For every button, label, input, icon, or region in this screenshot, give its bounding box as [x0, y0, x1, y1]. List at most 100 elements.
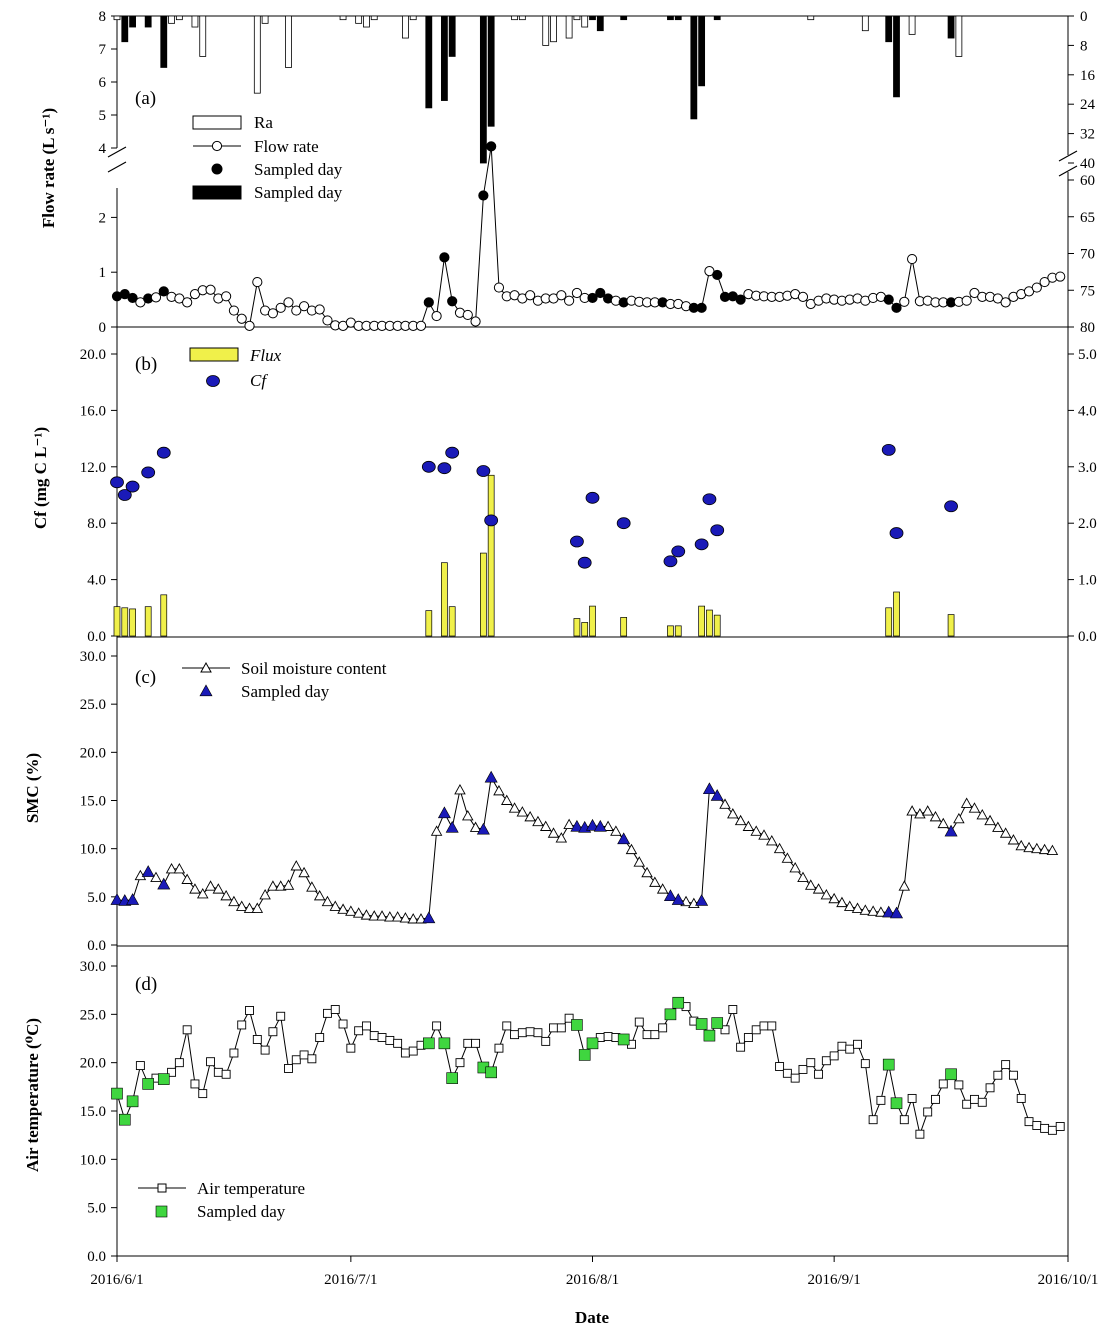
- temp-sampled-point: [945, 1068, 957, 1081]
- smc-point: [734, 814, 747, 826]
- right-tick-label: 16: [1080, 68, 1096, 84]
- temp-point: [432, 1021, 442, 1031]
- smc-point: [539, 820, 552, 831]
- temp-point: [751, 1025, 761, 1035]
- flux-bar: [620, 617, 628, 637]
- flow-rate-point: [571, 287, 583, 299]
- smc-point: [329, 900, 342, 911]
- smc-point: [500, 794, 513, 805]
- flow-rate-point: [221, 291, 232, 302]
- panel-d: [111, 996, 1065, 1139]
- legend-flow-sampled-label: Sampled day: [254, 160, 343, 179]
- cf-point: [663, 555, 678, 568]
- smc-point: [804, 879, 817, 890]
- smc-point: [173, 862, 186, 874]
- x-axis-title: Date: [575, 1308, 609, 1327]
- flux-bar: [121, 607, 129, 637]
- smc-point: [555, 832, 568, 843]
- smc-point: [766, 835, 778, 846]
- flux-bar: [698, 605, 705, 637]
- temp-sampled-point: [711, 1017, 724, 1029]
- smc-point: [337, 903, 349, 914]
- temp-point: [346, 1043, 356, 1053]
- smc-point: [430, 825, 443, 836]
- flow-sampled-point: [735, 294, 746, 305]
- rain-bar: [175, 15, 183, 21]
- temp-point: [182, 1025, 192, 1035]
- legend-flow-sampled-marker: [211, 163, 223, 175]
- temp-point: [962, 1099, 972, 1109]
- smc-point: [610, 825, 622, 836]
- temp-point: [252, 1035, 262, 1044]
- rain-bar-sampled: [713, 15, 721, 21]
- y-tick-label: 12.0: [80, 460, 106, 476]
- smc-sampled-point: [695, 894, 709, 906]
- y-tick-label: 30.0: [80, 649, 106, 665]
- y-tick-label: 2: [99, 210, 107, 226]
- temp-sampled-point: [485, 1066, 497, 1079]
- smc-point: [259, 888, 271, 900]
- smc-point: [719, 798, 731, 809]
- cf-point: [889, 527, 904, 539]
- flow-rate-point: [797, 291, 809, 302]
- rain-bar-sampled: [448, 15, 456, 57]
- smc-point: [243, 902, 256, 913]
- right-tick-label: 24: [1080, 97, 1096, 113]
- temp-point: [954, 1080, 964, 1090]
- flow-sampled-point: [891, 302, 902, 313]
- rain-bar: [402, 15, 409, 39]
- cf-point: [484, 514, 499, 527]
- panel-b: [110, 443, 958, 637]
- flow-sampled-point: [486, 141, 497, 152]
- right-tick-label: 70: [1080, 247, 1095, 263]
- flux-bar: [885, 607, 893, 637]
- temp-point: [494, 1043, 504, 1053]
- y-tick-label: 1: [99, 265, 107, 281]
- temp-point: [743, 1033, 753, 1042]
- smc-sampled-point: [445, 820, 459, 833]
- cf-point: [671, 545, 686, 558]
- smc-point: [508, 802, 521, 813]
- temp-point: [977, 1097, 987, 1107]
- smc-point: [196, 888, 209, 899]
- legend-smc-marker: [200, 661, 212, 673]
- x-tick-label: 2016/7/1: [324, 1272, 377, 1288]
- rain-bar: [191, 15, 199, 28]
- smc-point: [758, 829, 770, 840]
- rain-bar-sampled: [487, 15, 495, 127]
- smc-point: [750, 825, 762, 836]
- temp-point: [354, 1026, 364, 1036]
- temp-point: [213, 1067, 223, 1077]
- smc-point: [204, 880, 217, 891]
- temp-sampled-point: [578, 1049, 591, 1061]
- temp-point: [510, 1030, 519, 1040]
- temp-sampled-point: [438, 1037, 451, 1050]
- temp-point: [985, 1083, 995, 1093]
- smc-point: [992, 821, 1004, 832]
- smc-point: [851, 902, 864, 913]
- flow-rate-point: [556, 290, 567, 301]
- temp-point: [1032, 1121, 1042, 1130]
- temp-point: [938, 1079, 948, 1089]
- smc-point: [656, 883, 669, 894]
- temp-point: [642, 1030, 652, 1040]
- rain-bar-sampled: [160, 15, 168, 68]
- temp-sampled-point: [695, 1018, 708, 1030]
- panel-c-tag: (c): [135, 667, 156, 688]
- right-tick-label: 32: [1080, 127, 1095, 143]
- temp-point: [502, 1021, 512, 1031]
- smc-point: [1031, 842, 1043, 854]
- flow-rate-point: [961, 295, 972, 306]
- flux-bar: [667, 625, 674, 637]
- temp-point: [400, 1048, 410, 1058]
- smc-point: [462, 809, 474, 821]
- legends: Ra Flow rate Sampled day Sampled day Flux Cf S…: [138, 113, 387, 1221]
- smc-point: [727, 808, 739, 819]
- cf-point: [445, 446, 460, 459]
- y-tick-label: 0.0: [87, 1249, 106, 1265]
- legend-smc-label: Soil moisture content: [241, 659, 387, 678]
- flow-rate-point: [267, 308, 279, 319]
- cf-point: [694, 538, 709, 551]
- rain-bar-sampled: [121, 15, 129, 43]
- legend-smc-sampled-marker: [199, 684, 213, 697]
